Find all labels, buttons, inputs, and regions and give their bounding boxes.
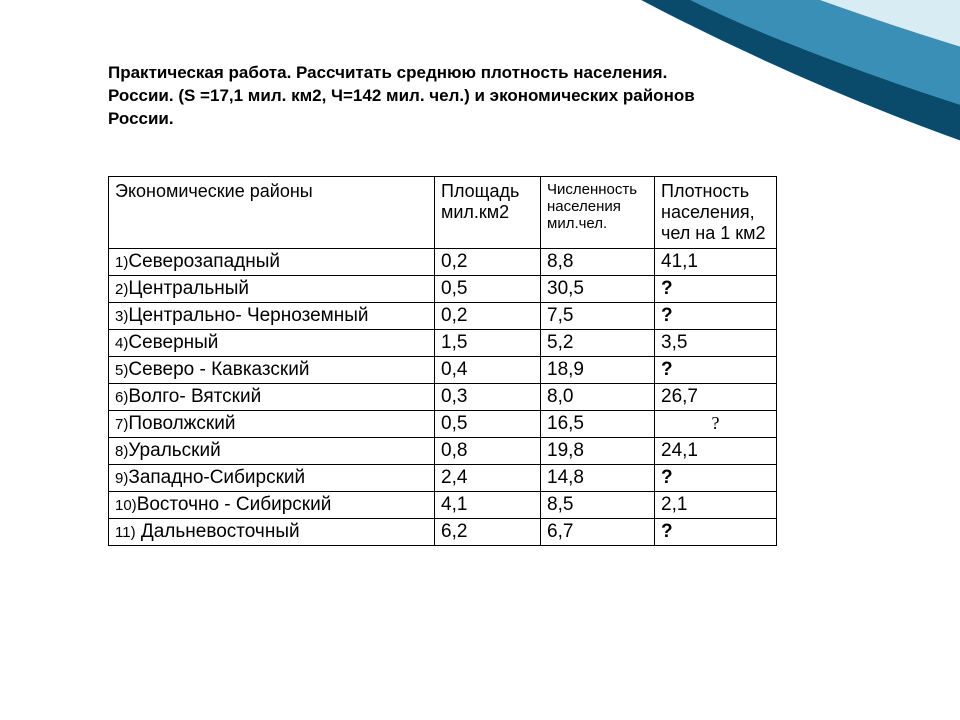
cell-density: ? — [655, 303, 777, 330]
row-number: 6) — [115, 389, 128, 406]
table-header-row: Экономические районы Площадь мил.км2 Чис… — [109, 177, 777, 249]
density-table: Экономические районы Площадь мил.км2 Чис… — [108, 176, 777, 546]
region-name: Поволжский — [128, 413, 235, 434]
row-number: 2) — [115, 281, 128, 298]
cell-population: 8,8 — [541, 249, 655, 276]
col-header-area: Площадь мил.км2 — [435, 177, 541, 249]
cell-density: 24,1 — [655, 438, 777, 465]
region-name: Дальневосточный — [136, 521, 300, 542]
cell-density: 3,5 — [655, 330, 777, 357]
cell-density: 26,7 — [655, 384, 777, 411]
cell-region: 11) Дальневосточный — [109, 519, 435, 546]
cell-population: 5,2 — [541, 330, 655, 357]
table-row: 6)Волго- Вятский0,38,026,7 — [109, 384, 777, 411]
table-row: 9)Западно-Сибирский2,414,8? — [109, 465, 777, 492]
cell-area: 2,4 — [435, 465, 541, 492]
table-row: 11) Дальневосточный6,26,7? — [109, 519, 777, 546]
col-header-density: Плотность населения, чел на 1 км2 — [655, 177, 777, 249]
cell-area: 0,3 — [435, 384, 541, 411]
region-name: Восточно - Сибирский — [137, 494, 332, 515]
cell-region: 6)Волго- Вятский — [109, 384, 435, 411]
cell-population: 18,9 — [541, 357, 655, 384]
cell-area: 0,8 — [435, 438, 541, 465]
assignment-heading: Практическая работа. Рассчитать среднюю … — [108, 62, 728, 131]
cell-density: 41,1 — [655, 249, 777, 276]
cell-density: ? — [655, 465, 777, 492]
cell-region: 7)Поволжский — [109, 411, 435, 438]
row-number: 9) — [115, 470, 128, 487]
table-row: 10)Восточно - Сибирский4,18,52,1 — [109, 492, 777, 519]
row-number: 5) — [115, 362, 128, 379]
cell-population: 30,5 — [541, 276, 655, 303]
cell-region: 3)Центрально- Черноземный — [109, 303, 435, 330]
cell-density: 2,1 — [655, 492, 777, 519]
cell-region: 10)Восточно - Сибирский — [109, 492, 435, 519]
cell-density: ? — [655, 276, 777, 303]
col-header-region: Экономические районы — [109, 177, 435, 249]
region-name: Центрально- Черноземный — [128, 305, 368, 326]
cell-region: 9)Западно-Сибирский — [109, 465, 435, 492]
row-number: 1) — [115, 254, 128, 271]
cell-population: 6,7 — [541, 519, 655, 546]
cell-population: 8,5 — [541, 492, 655, 519]
cell-population: 19,8 — [541, 438, 655, 465]
cell-area: 0,2 — [435, 303, 541, 330]
cell-area: 0,4 — [435, 357, 541, 384]
region-name: Северозападный — [128, 251, 280, 272]
region-name: Волго- Вятский — [128, 386, 261, 407]
cell-area: 0,2 — [435, 249, 541, 276]
table-row: 5)Северо - Кавказский0,418,9? — [109, 357, 777, 384]
cell-region: 1)Северозападный — [109, 249, 435, 276]
region-name: Северный — [128, 332, 218, 353]
heading-line1: Практическая работа. Рассчитать среднюю … — [108, 63, 667, 82]
cell-population: 8,0 — [541, 384, 655, 411]
cell-region: 2)Центральный — [109, 276, 435, 303]
table-row: 7)Поволжский0,516,5? — [109, 411, 777, 438]
cell-region: 8)Уральский — [109, 438, 435, 465]
cell-region: 4)Северный — [109, 330, 435, 357]
cell-population: 14,8 — [541, 465, 655, 492]
row-number: 10) — [115, 497, 137, 514]
heading-line2: России. (S =17,1 мил. км2, Ч=142 мил. че… — [108, 86, 695, 128]
table-body: 1)Северозападный0,28,841,12)Центральный0… — [109, 249, 777, 546]
row-number: 8) — [115, 443, 128, 460]
cell-area: 0,5 — [435, 411, 541, 438]
cell-population: 7,5 — [541, 303, 655, 330]
table-row: 4)Северный1,55,23,5 — [109, 330, 777, 357]
cell-density: ? — [655, 519, 777, 546]
table-row: 2)Центральный0,530,5? — [109, 276, 777, 303]
region-name: Центральный — [128, 278, 249, 299]
table-row: 1)Северозападный0,28,841,1 — [109, 249, 777, 276]
region-name: Северо - Кавказский — [128, 359, 309, 380]
cell-density: ? — [655, 411, 777, 438]
cell-density: ? — [655, 357, 777, 384]
cell-area: 0,5 — [435, 276, 541, 303]
row-number: 3) — [115, 308, 128, 325]
region-name: Западно-Сибирский — [128, 467, 305, 488]
cell-population: 16,5 — [541, 411, 655, 438]
col-header-population: Численность населения мил.чел. — [541, 177, 655, 249]
row-number: 4) — [115, 335, 128, 352]
row-number: 7) — [115, 416, 128, 433]
table-row: 3)Центрально- Черноземный0,27,5? — [109, 303, 777, 330]
table-row: 8)Уральский0,819,824,1 — [109, 438, 777, 465]
row-number: 11) — [115, 524, 136, 541]
region-name: Уральский — [128, 440, 220, 461]
cell-area: 6,2 — [435, 519, 541, 546]
cell-area: 4,1 — [435, 492, 541, 519]
cell-area: 1,5 — [435, 330, 541, 357]
cell-region: 5)Северо - Кавказский — [109, 357, 435, 384]
